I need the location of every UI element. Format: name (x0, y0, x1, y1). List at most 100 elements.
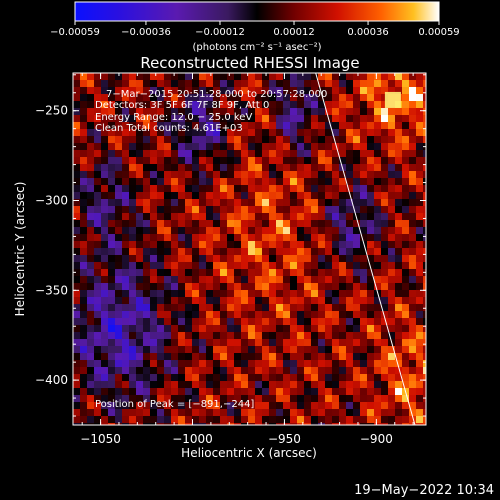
heatmap-cell (115, 150, 122, 157)
heatmap-cell (395, 276, 402, 283)
heatmap-cell (332, 395, 339, 402)
heatmap-cell (276, 255, 283, 262)
heatmap-cell (304, 374, 311, 381)
heatmap-cell (171, 206, 178, 213)
heatmap-cell (192, 157, 199, 164)
heatmap-cell (381, 108, 388, 115)
heatmap-cell (304, 185, 311, 192)
heatmap-cell (311, 332, 318, 339)
heatmap-cell (101, 199, 108, 206)
heatmap-cell (150, 150, 157, 157)
heatmap-cell (262, 122, 269, 129)
heatmap-cell (157, 402, 164, 409)
heatmap-cell (129, 87, 136, 94)
heatmap-cell (115, 297, 122, 304)
heatmap-cell (213, 164, 220, 171)
heatmap-cell (220, 87, 227, 94)
heatmap-cell (157, 171, 164, 178)
heatmap-cell (339, 409, 346, 416)
heatmap-cell (80, 206, 87, 213)
heatmap-cell (178, 220, 185, 227)
heatmap-cell (283, 129, 290, 136)
peak-annotation: Position of Peak = [−891,−244] (95, 399, 254, 410)
heatmap-cell (283, 157, 290, 164)
heatmap-cell (416, 304, 423, 311)
heatmap-cell (73, 304, 80, 311)
heatmap-cell (80, 304, 87, 311)
heatmap-cell (227, 108, 234, 115)
heatmap-cell (423, 374, 426, 381)
heatmap-cell (227, 178, 234, 185)
heatmap-cell (94, 73, 101, 80)
heatmap-cell (395, 283, 402, 290)
peak-marker (384, 91, 401, 108)
heatmap-cell (108, 171, 115, 178)
heatmap-cell (325, 395, 332, 402)
heatmap-cell (409, 297, 416, 304)
heatmap-cell (227, 129, 234, 136)
heatmap-cell (227, 353, 234, 360)
heatmap-cell (325, 402, 332, 409)
heatmap-cell (164, 388, 171, 395)
heatmap-cell (290, 325, 297, 332)
heatmap-cell (290, 367, 297, 374)
heatmap-cell (220, 199, 227, 206)
heatmap-cell (199, 108, 206, 115)
heatmap-cell (122, 374, 129, 381)
heatmap-cell (122, 80, 129, 87)
heatmap-cell (311, 388, 318, 395)
heatmap-cell (185, 108, 192, 115)
heatmap-cell (115, 178, 122, 185)
heatmap-cell (129, 332, 136, 339)
heatmap-cell (164, 290, 171, 297)
heatmap-cell (206, 283, 213, 290)
heatmap-cell (101, 164, 108, 171)
heatmap-cell (416, 122, 423, 129)
heatmap-cell (262, 346, 269, 353)
heatmap-cell (402, 206, 409, 213)
heatmap-cell (416, 129, 423, 136)
heatmap-cell (234, 73, 241, 80)
heatmap-cell (192, 325, 199, 332)
heatmap-cell (262, 269, 269, 276)
heatmap-cell (339, 388, 346, 395)
heatmap-cell (255, 262, 262, 269)
heatmap-cell (388, 346, 395, 353)
x-tick-label: −950 (268, 432, 301, 446)
heatmap-cell (101, 73, 108, 80)
heatmap-cell (108, 304, 115, 311)
heatmap-cell (283, 87, 290, 94)
heatmap-cell (192, 269, 199, 276)
heatmap-cell (269, 171, 276, 178)
heatmap-cell (297, 108, 304, 115)
heatmap-cell (220, 185, 227, 192)
heatmap-cell (276, 164, 283, 171)
heatmap-cell (332, 241, 339, 248)
heatmap-cell (143, 150, 150, 157)
heatmap-cell (283, 332, 290, 339)
heatmap-cell (220, 101, 227, 108)
heatmap-cell (136, 108, 143, 115)
heatmap-cell (304, 157, 311, 164)
heatmap-cell (409, 206, 416, 213)
heatmap-cell (129, 311, 136, 318)
heatmap-cell (220, 339, 227, 346)
heatmap-cell (339, 297, 346, 304)
heatmap-cell (115, 353, 122, 360)
heatmap-cell (178, 80, 185, 87)
heatmap-cell (290, 374, 297, 381)
heatmap-cell (367, 185, 374, 192)
heatmap-cell (255, 374, 262, 381)
heatmap-cell (416, 80, 423, 87)
heatmap-cell (290, 227, 297, 234)
heatmap-cell (94, 227, 101, 234)
heatmap-cell (157, 157, 164, 164)
heatmap-cell (423, 311, 426, 318)
heatmap-cell (150, 332, 157, 339)
heatmap-cell (416, 150, 423, 157)
heatmap-cell (122, 248, 129, 255)
heatmap-cell (402, 353, 409, 360)
heatmap-cell (143, 353, 150, 360)
heatmap-cell (143, 255, 150, 262)
heatmap-cell (416, 423, 423, 425)
